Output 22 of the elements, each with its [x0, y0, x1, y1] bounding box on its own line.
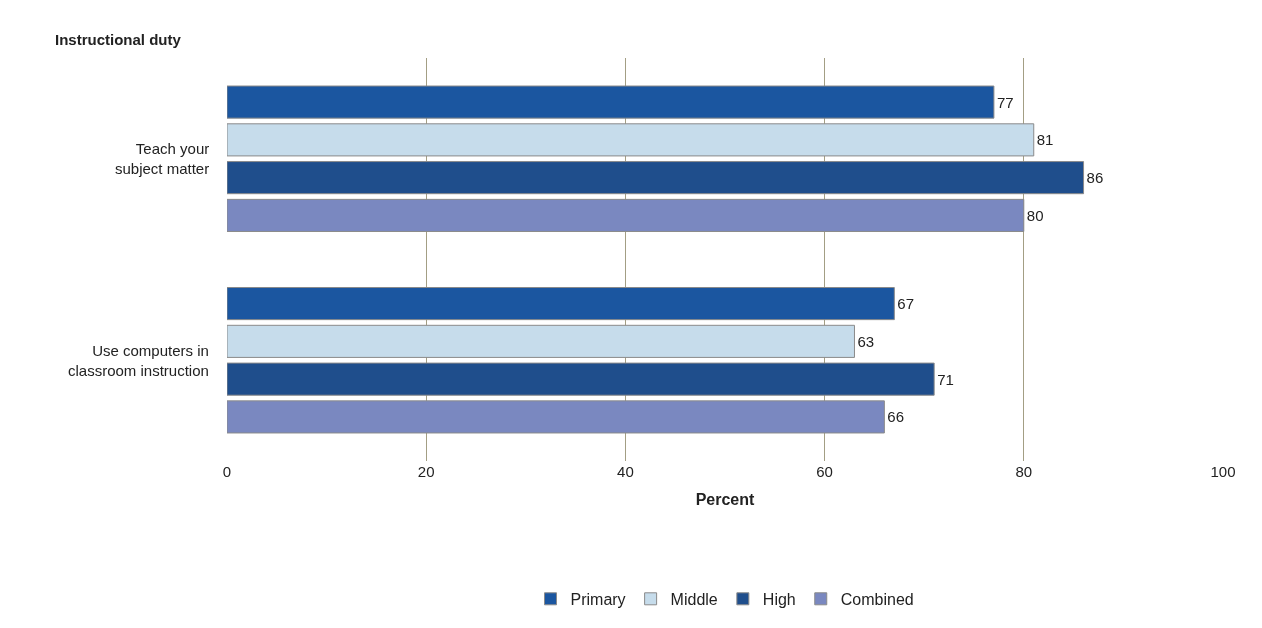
y-tick-label: Teach your subject matter: [115, 140, 210, 177]
x-tick-label: 80: [1015, 463, 1033, 480]
data-label: 80: [1026, 206, 1044, 224]
x-axis-title: Percent: [695, 490, 756, 508]
legend-label: Primary: [570, 591, 626, 609]
data-label: 66: [887, 408, 905, 426]
legend-label: Middle: [670, 591, 718, 609]
x-tick-label: 20: [417, 463, 435, 480]
data-label: 71: [937, 370, 954, 388]
data-label: 63: [857, 332, 875, 350]
y-axis-title: Instructional duty: [55, 31, 182, 48]
x-tick-label: 40: [617, 463, 634, 480]
x-tick-label: 0: [222, 463, 232, 480]
data-label: 67: [897, 295, 915, 313]
x-tick-label: 100: [1210, 463, 1236, 480]
data-label: 77: [996, 93, 1014, 111]
legend-label: High: [762, 591, 796, 609]
x-tick-label: 60: [816, 463, 833, 480]
data-label: 86: [1086, 169, 1104, 187]
legend-label: Combined: [840, 591, 914, 609]
data-label: 81: [1036, 131, 1054, 149]
y-tick-label: Use computers in classroom instruction: [68, 342, 209, 379]
